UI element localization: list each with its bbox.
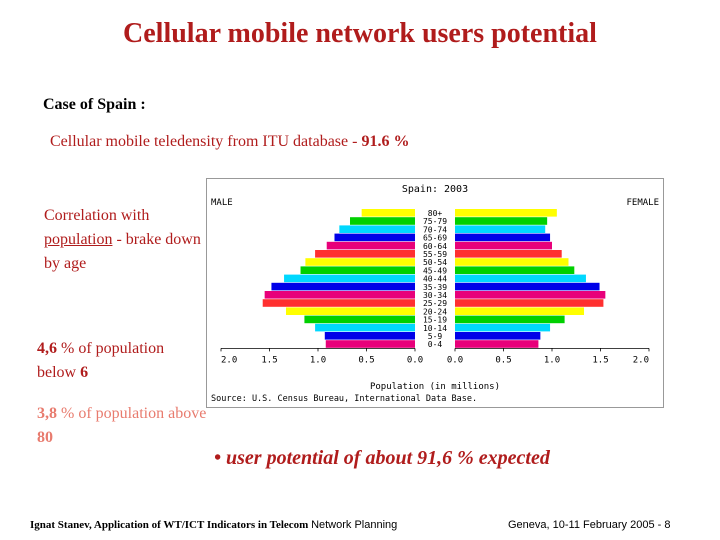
female-bar-15-19 xyxy=(455,316,565,324)
below6-label: % of population below xyxy=(37,340,164,381)
above80-num: 80 xyxy=(37,429,53,446)
correlation-text: Correlation with population - brake down… xyxy=(44,204,204,276)
male-bar-75-79 xyxy=(350,217,415,225)
male-bar-65-69 xyxy=(334,234,415,242)
footer-date-page: Geneva, 10-11 February 2005 - 8 xyxy=(508,519,670,531)
female-bar-80+ xyxy=(455,209,557,217)
above80-label: % of population above xyxy=(57,405,206,422)
male-bar-70-74 xyxy=(339,225,415,233)
below6-value: 4,6 xyxy=(37,340,57,357)
male-bar-60-64 xyxy=(327,242,415,250)
x-tick-label-9: 2.0 xyxy=(633,355,649,365)
male-bar-55-59 xyxy=(315,250,415,258)
above80-text: 3,8 % of population above 80 xyxy=(37,402,207,450)
chart-source: Source: U.S. Census Bureau, Internationa… xyxy=(211,394,477,404)
female-bar-50-54 xyxy=(455,258,568,266)
x-tick-label-4: 0.0 xyxy=(407,355,423,365)
x-tick-label-3: 0.5 xyxy=(358,355,374,365)
x-tick-label-2: 1.0 xyxy=(310,355,326,365)
user-potential-bullet: • user potential of about 91,6 % expecte… xyxy=(214,447,550,470)
x-tick-label-8: 1.5 xyxy=(592,355,608,365)
female-bar-25-29 xyxy=(455,299,603,307)
footer-author-bold: Ignat Stanev, Application of WT/ICT Indi… xyxy=(30,519,311,531)
chart-left-label: MALE xyxy=(211,198,233,208)
male-bar-30-34 xyxy=(265,291,415,299)
population-pyramid-chart: Spain: 2003 MALE FEMALE 80+ 75-79 70-74 65-… xyxy=(206,178,664,408)
x-tick-label-7: 1.0 xyxy=(544,355,560,365)
male-bar-10-14 xyxy=(315,324,415,332)
slide-title: Cellular mobile network users potential xyxy=(0,18,720,50)
female-bar-0-4 xyxy=(455,340,538,348)
footer-author-sans: Network Planning xyxy=(311,519,397,531)
female-bar-20-24 xyxy=(455,307,584,315)
male-bar-35-39 xyxy=(271,283,415,291)
female-bar-55-59 xyxy=(455,250,562,258)
below6-num: 6 xyxy=(80,364,88,381)
footer-author: Ignat Stanev, Application of WT/ICT Indi… xyxy=(30,519,397,531)
female-bar-40-44 xyxy=(455,275,586,283)
x-tick-label-0: 2.0 xyxy=(221,355,237,365)
x-tick-label-5: 0.0 xyxy=(447,355,463,365)
x-tick-label-6: 0.5 xyxy=(495,355,511,365)
age-label-0-4: 0-4 xyxy=(428,340,443,349)
population-link[interactable]: population xyxy=(44,231,112,248)
male-bar-0-4 xyxy=(326,340,415,348)
female-bar-45-49 xyxy=(455,266,574,274)
female-bar-35-39 xyxy=(455,283,600,291)
female-bar-30-34 xyxy=(455,291,605,299)
female-bar-10-14 xyxy=(455,324,550,332)
male-bar-25-29 xyxy=(263,299,415,307)
teledensity-value: 91.6 % xyxy=(361,133,409,150)
female-bar-75-79 xyxy=(455,217,547,225)
female-bar-65-69 xyxy=(455,234,550,242)
male-bar-80+ xyxy=(362,209,415,217)
population-pyramid-svg: Spain: 2003 MALE FEMALE 80+75-7970-7465-… xyxy=(207,179,663,407)
male-bar-50-54 xyxy=(305,258,415,266)
male-bar-45-49 xyxy=(301,266,415,274)
male-bar-15-19 xyxy=(304,316,415,324)
male-bar-20-24 xyxy=(286,307,415,315)
female-bar-60-64 xyxy=(455,242,552,250)
male-bar-40-44 xyxy=(284,275,415,283)
chart-right-label: FEMALE xyxy=(626,198,659,208)
female-bar-70-74 xyxy=(455,225,545,233)
case-label: Case of Spain : xyxy=(43,96,146,114)
male-bar-5-9 xyxy=(325,332,415,340)
teledensity-text: Cellular mobile teledensity from ITU dat… xyxy=(50,133,409,151)
x-tick-label-1: 1.5 xyxy=(261,355,277,365)
correlation-part-a: Correlation with xyxy=(44,207,149,224)
above80-value: 3,8 xyxy=(37,405,57,422)
below6-text: 4,6 % of population below 6 xyxy=(37,337,207,385)
chart-xlabel: Population (in millions) xyxy=(370,382,500,392)
female-bar-5-9 xyxy=(455,332,540,340)
chart-title: Spain: 2003 xyxy=(402,184,468,195)
teledensity-prefix: Cellular mobile teledensity from ITU dat… xyxy=(50,133,361,150)
